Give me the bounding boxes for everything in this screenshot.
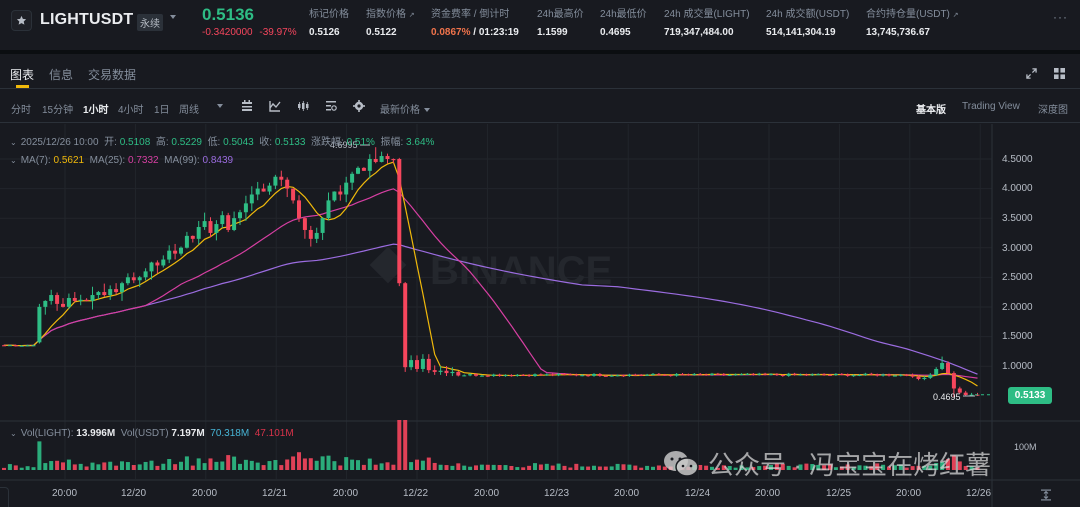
gear-icon[interactable] [353, 100, 365, 112]
watermark: 公众号 · 冯宝宝在烤红薯 [662, 445, 991, 482]
external-link-icon[interactable]: ↗ [952, 12, 959, 19]
external-link-icon[interactable]: ↗ [408, 12, 415, 19]
chart-type-icon[interactable] [241, 100, 253, 112]
tab-chart[interactable]: 图表 [10, 68, 35, 82]
y-tick: 2.5000 [1002, 272, 1033, 283]
volume-legend: ⌄ Vol(LIGHT): 13.996M Vol(USDT) 7.197M 70… [10, 428, 294, 439]
funding-countdown: / 01:23:19 [473, 27, 519, 38]
price-change: -0.3420000 -39.97% [202, 27, 297, 38]
last-price-tag: 0.5133 [1008, 387, 1052, 404]
ma-legend: ⌄ MA(7): 0.5621 MA(25): 0.7332 MA(99): 0.… [10, 155, 234, 166]
sidebar-toggle[interactable] [0, 487, 9, 507]
candlestick-style-icon[interactable] [297, 100, 309, 112]
x-tick: 12/22 [403, 488, 429, 499]
change-percent: -39.97% [259, 27, 297, 38]
collapse-chevron-icon[interactable]: ⌄ [10, 156, 17, 165]
x-tick: 12/25 [826, 488, 852, 499]
divider [0, 50, 1080, 54]
x-tick: 12/24 [685, 488, 711, 499]
x-tick: 12/26 [966, 488, 992, 499]
svg-text:4.6995: 4.6995 [330, 140, 358, 150]
volume-scale-label: 100M [1014, 442, 1037, 452]
autoscale-icon[interactable] [1040, 489, 1052, 501]
x-tick: 20:00 [474, 488, 500, 499]
stat-24h-volume-base: 24h 成交量(LIGHT) 719,347,484.00 [664, 9, 750, 38]
display-settings-icon[interactable] [325, 100, 337, 112]
y-tick: 2.0000 [1002, 302, 1033, 313]
price-type-dropdown[interactable]: 最新价格 [380, 101, 430, 116]
active-tab-indicator [16, 85, 29, 88]
interval-1d[interactable]: 1日 [154, 105, 170, 116]
symbol-name[interactable]: LIGHTUSDT [40, 11, 134, 28]
funding-rate: 0.0867% [431, 27, 471, 38]
y-tick: 4.0000 [1002, 183, 1033, 194]
svg-text:BINANCE: BINANCE [430, 249, 612, 293]
stat-index-price[interactable]: 指数价格 ↗ 0.5122 [366, 9, 415, 38]
stat-24h-volume-quote: 24h 成交额(USDT) 514,141,304.19 [766, 9, 850, 38]
change-absolute: -0.3420000 [202, 27, 253, 38]
collapse-chevron-icon[interactable]: ⌄ [10, 429, 17, 438]
interval-timeline[interactable]: 分时 [11, 105, 31, 116]
svg-text:0.4695: 0.4695 [933, 392, 961, 402]
collapse-chevron-icon[interactable]: ⌄ [10, 138, 17, 147]
y-tick: 3.5000 [1002, 213, 1033, 224]
interval-4h[interactable]: 4小时 [118, 105, 144, 116]
more-button[interactable]: ··· [1053, 10, 1068, 24]
view-depth[interactable]: 深度图 [1038, 105, 1068, 116]
x-tick: 20:00 [614, 488, 640, 499]
x-tick: 12/21 [262, 488, 288, 499]
tab-trading-data[interactable]: 交易数据 [88, 68, 137, 82]
stat-mark-price: 标记价格 0.5126 [309, 9, 349, 38]
y-tick: 1.5000 [1002, 331, 1033, 342]
x-tick: 20:00 [333, 488, 359, 499]
last-price: 0.5136 [202, 5, 254, 24]
wechat-icon [664, 450, 699, 477]
stat-funding-rate: 资金费率 / 倒计时 0.0867% / 01:23:19 [431, 9, 519, 38]
x-tick: 20:00 [192, 488, 218, 499]
candlestick-chart[interactable]: BINANCE 4.6995 0.4695 [0, 124, 1080, 507]
chart-toolbar: 分时 15分钟 1小时 4小时 1日 周线 最新价格 基本版 Trading V… [0, 90, 1080, 123]
stat-24h-high: 24h最高价 1.1599 [537, 9, 584, 38]
star-icon [16, 15, 27, 25]
stat-open-interest[interactable]: 合约持仓量(USDT) ↗ 13,745,736.67 [866, 9, 959, 38]
favorite-button[interactable] [11, 10, 32, 31]
interval-1h[interactable]: 1小时 [83, 105, 109, 116]
x-tick: 20:00 [52, 488, 78, 499]
chevron-down-icon [217, 104, 223, 109]
view-basic[interactable]: 基本版 [916, 105, 946, 116]
interval-15m[interactable]: 15分钟 [42, 105, 74, 116]
chevron-down-icon [424, 108, 430, 113]
ohlc-legend: ⌄ 2025/12/26 10:00 开: 0.5108 高: 0.5229 低:… [10, 137, 435, 148]
fullscreen-icon[interactable] [1026, 66, 1037, 84]
ticker-header: LIGHTUSDT 永续 0.5136 -0.3420000 -39.97% 标… [0, 0, 1080, 42]
interval-1w[interactable]: 周线 [179, 105, 199, 116]
indicators-icon[interactable] [269, 100, 281, 112]
view-tradingview[interactable]: Trading View [962, 101, 1020, 112]
chart-tabs: 图表 信息 交易数据 [0, 54, 1080, 89]
layout-grid-icon[interactable] [1054, 66, 1065, 84]
x-tick: 20:00 [896, 488, 922, 499]
x-tick: 12/20 [121, 488, 147, 499]
interval-more-dropdown[interactable] [213, 101, 223, 112]
chart-area[interactable]: BINANCE 4.6995 0.4695 ⌄ 2025/12/26 10:00 开:… [0, 124, 1080, 507]
stat-24h-low: 24h最低价 0.4695 [600, 9, 647, 38]
y-tick: 1.0000 [1002, 361, 1033, 372]
x-tick: 12/23 [544, 488, 570, 499]
y-tick: 3.0000 [1002, 243, 1033, 254]
symbol-dropdown-caret-icon[interactable] [170, 15, 176, 19]
tab-info[interactable]: 信息 [49, 68, 74, 82]
contract-type-badge: 永续 [137, 14, 163, 31]
x-tick: 20:00 [755, 488, 781, 499]
y-tick: 4.5000 [1002, 154, 1033, 165]
